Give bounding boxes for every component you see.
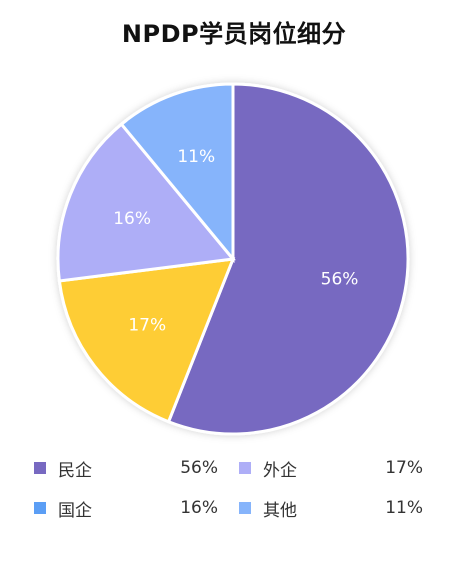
legend-label: 国企 xyxy=(58,500,92,521)
legend-swatch-qita xyxy=(239,502,251,514)
legend-label: 民企 xyxy=(58,460,92,481)
chart-title: NPDP学员岗位细分 xyxy=(121,20,347,48)
legend-item-guoqi: 国企 16% xyxy=(30,498,235,521)
pie-slice-label-1: 56% xyxy=(321,269,359,289)
pie-slice-1 xyxy=(166,82,410,436)
legend-item-waiqi: 外企 17% xyxy=(235,458,440,481)
pie-chart: 56% 17% 16% 11% xyxy=(56,82,410,436)
pie-slice-label-2: 17% xyxy=(128,316,166,336)
legend-value: 17% xyxy=(385,458,423,478)
legend-item-minqi: 民企 56% xyxy=(30,458,235,481)
legend: 民企 56% 外企 17% 国企 16% 其他 11% xyxy=(30,458,440,521)
legend-swatch-waiqi xyxy=(239,462,251,474)
pie-slice-3 xyxy=(56,122,236,283)
legend-label: 其他 xyxy=(263,500,297,521)
pie-slice-label-4: 11% xyxy=(177,147,215,167)
legend-item-qita: 其他 11% xyxy=(235,498,440,521)
pie-slice-label-3: 16% xyxy=(113,209,151,229)
legend-value: 11% xyxy=(385,498,423,518)
legend-value: 16% xyxy=(180,498,218,518)
legend-swatch-guoqi xyxy=(34,502,46,514)
pie-slice-4 xyxy=(119,82,235,264)
legend-swatch-minqi xyxy=(34,462,46,474)
pie-slice-2 xyxy=(57,257,236,424)
legend-value: 56% xyxy=(180,458,218,478)
legend-label: 外企 xyxy=(263,460,297,481)
